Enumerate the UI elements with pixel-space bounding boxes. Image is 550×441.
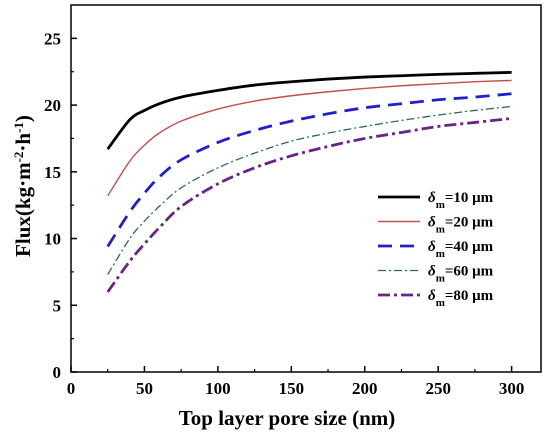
y-tick-label: 15	[44, 163, 61, 182]
series-line-3	[106, 92, 512, 248]
y-tick-label: 5	[53, 296, 62, 315]
x-tick-label: 150	[279, 379, 305, 398]
legend-label-5: δm=80 μm	[428, 288, 494, 309]
legend-label-3: δm=40 μm	[428, 239, 494, 260]
x-tick-label: 300	[499, 379, 525, 398]
x-tick-label: 200	[352, 379, 378, 398]
y-tick-label: 0	[53, 363, 62, 382]
y-axis-title: Flux(kg·m-2·h-1)	[11, 115, 36, 257]
y-tick-label: 25	[44, 29, 61, 48]
series-line-1	[106, 70, 512, 150]
legend-label-4: δm=60 μm	[428, 264, 494, 285]
series-line-2	[107, 79, 512, 197]
series-line-5	[106, 117, 512, 293]
x-tick-label: 100	[205, 379, 231, 398]
x-tick-label: 250	[425, 379, 451, 398]
legend-label-1: δm=10 μm	[428, 190, 494, 211]
y-tick-label: 10	[44, 230, 61, 249]
series-line-4	[107, 105, 512, 275]
plot-frame	[70, 4, 542, 373]
x-tick-label: 50	[136, 379, 153, 398]
y-tick-label: 20	[44, 96, 61, 115]
x-tick-label: 0	[67, 379, 76, 398]
legend-label-2: δm=20 μm	[428, 215, 494, 236]
x-axis-title: Top layer pore size (nm)	[179, 406, 396, 430]
